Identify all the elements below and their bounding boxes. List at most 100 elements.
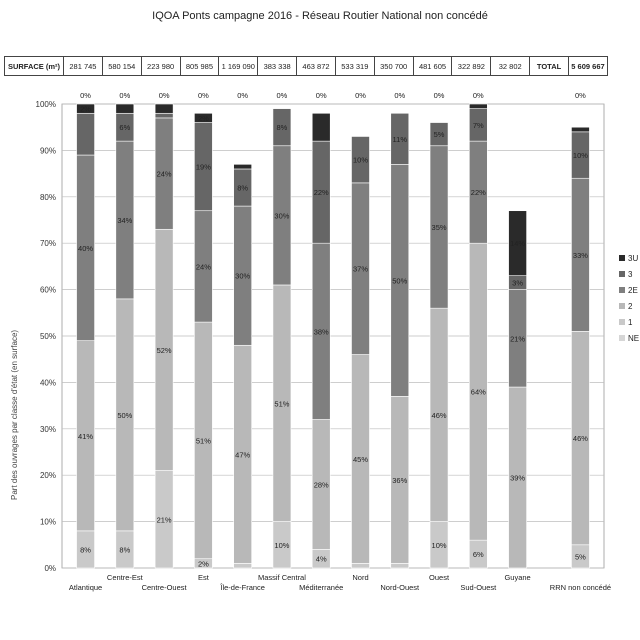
- chart-title: IQOA Ponts campagne 2016 - Réseau Routie…: [152, 10, 488, 22]
- bar-segment: [469, 103, 488, 109]
- bar-segment: [115, 103, 135, 114]
- bar-segment: [154, 112, 174, 119]
- data-label: 5%: [575, 552, 586, 561]
- y-tick-label: 30%: [40, 425, 56, 434]
- bar-segment: [233, 164, 252, 170]
- category-label: Guyane: [504, 573, 530, 582]
- data-label: 38%: [314, 327, 329, 336]
- surface-total-value: 5 609 667: [567, 56, 609, 76]
- data-label: 10%: [274, 541, 289, 550]
- surface-value: 322 892: [451, 56, 492, 76]
- data-label: 37%: [353, 265, 368, 274]
- data-label-top: 0%: [473, 91, 484, 100]
- surface-header: SURFACE (m²): [4, 56, 64, 76]
- data-label: 40%: [78, 244, 93, 253]
- y-tick-label: 60%: [40, 286, 56, 295]
- data-label-top: 0%: [80, 91, 91, 100]
- legend: 3U 3 2E 2 1 NE: [619, 250, 639, 346]
- category-label: Atlantique: [69, 583, 102, 592]
- bar-segment: [311, 112, 331, 142]
- y-tick-label: 100%: [36, 100, 56, 109]
- surface-value: 383 338: [257, 56, 298, 76]
- data-label: 6%: [473, 550, 484, 559]
- legend-label: NE: [628, 333, 640, 343]
- data-label: 10%: [432, 541, 447, 550]
- legend-item: 2E: [619, 282, 639, 298]
- data-label-top: 0%: [355, 91, 366, 100]
- data-label: 8%: [237, 184, 248, 193]
- category-label: Nord: [352, 573, 368, 582]
- data-label: 10%: [353, 156, 368, 165]
- category-label: Méditerranée: [299, 583, 343, 592]
- category-label: Centre-Ouest: [142, 583, 188, 592]
- data-label: 30%: [235, 272, 250, 281]
- data-label: 6%: [119, 123, 130, 132]
- data-label: 8%: [80, 545, 91, 554]
- legend-item: 3U: [619, 250, 639, 266]
- y-tick-label: 40%: [40, 378, 56, 387]
- y-tick-label: 90%: [40, 146, 56, 155]
- legend-label: 2: [628, 301, 633, 311]
- data-label: 51%: [274, 399, 289, 408]
- data-label: 2%: [80, 105, 91, 114]
- data-label: 36%: [392, 476, 407, 485]
- bar-segment: [351, 136, 370, 184]
- data-label: 52%: [157, 346, 172, 355]
- bar-segment: [351, 563, 370, 569]
- bar-segment: [76, 103, 95, 114]
- category-label: Est: [198, 573, 210, 582]
- surface-table: SURFACE (m²) 281 745 580 154 223 980 805…: [4, 56, 609, 76]
- legend-item: 3: [619, 266, 639, 282]
- category-label: Ouest: [429, 573, 450, 582]
- y-tick-label: 80%: [40, 193, 56, 202]
- bar-segment: [194, 112, 213, 123]
- data-label: 21%: [157, 515, 172, 524]
- bar-segment: [571, 126, 590, 133]
- surface-value: 1 169 090: [218, 56, 259, 76]
- data-label: 50%: [392, 276, 407, 285]
- data-label: 39%: [510, 474, 525, 483]
- y-tick-label: 10%: [40, 518, 56, 527]
- y-axis-label: Part des ouvrages par classe d'état (en …: [10, 329, 19, 500]
- data-label-top: 0%: [237, 91, 248, 100]
- category-label: Centre-Est: [107, 573, 144, 582]
- bar-segment: [390, 112, 410, 165]
- data-label: 46%: [573, 434, 588, 443]
- data-label-top: 0%: [119, 91, 130, 100]
- data-label: 41%: [78, 432, 93, 441]
- surface-value: 533 319: [334, 56, 375, 76]
- legend-label: 1: [628, 317, 633, 327]
- data-label: 8%: [277, 123, 288, 132]
- data-label: 51%: [196, 436, 211, 445]
- bar-segment: [429, 122, 449, 147]
- data-label: 11%: [393, 135, 408, 144]
- data-label: 8%: [119, 545, 130, 554]
- data-label-top: 0%: [198, 91, 209, 100]
- data-label: 45%: [353, 455, 368, 464]
- data-label: 28%: [314, 480, 329, 489]
- data-label: 21%: [510, 334, 525, 343]
- data-label: 10%: [573, 151, 588, 160]
- legend-swatch: [619, 271, 625, 277]
- data-label: 19%: [196, 163, 211, 172]
- legend-label: 3: [628, 269, 633, 279]
- data-label-top: 0%: [277, 91, 288, 100]
- data-label: 3%: [512, 279, 523, 288]
- category-label: Île-de-France: [219, 583, 265, 592]
- legend-item: 1: [619, 314, 639, 330]
- data-label: 46%: [432, 411, 447, 420]
- data-label: 64%: [471, 388, 486, 397]
- bar-segment: [272, 108, 292, 147]
- category-label: Sud-Ouest: [460, 583, 497, 592]
- surface-value: 350 700: [373, 56, 414, 76]
- data-label: 24%: [196, 262, 211, 271]
- y-tick-label: 50%: [40, 332, 56, 341]
- bar-segment: [233, 563, 252, 569]
- surface-value: 463 872: [296, 56, 336, 76]
- legend-swatch: [619, 335, 625, 341]
- data-label-top: 0%: [575, 91, 586, 100]
- data-label-top: 0%: [316, 91, 327, 100]
- legend-label: 3U: [628, 253, 639, 263]
